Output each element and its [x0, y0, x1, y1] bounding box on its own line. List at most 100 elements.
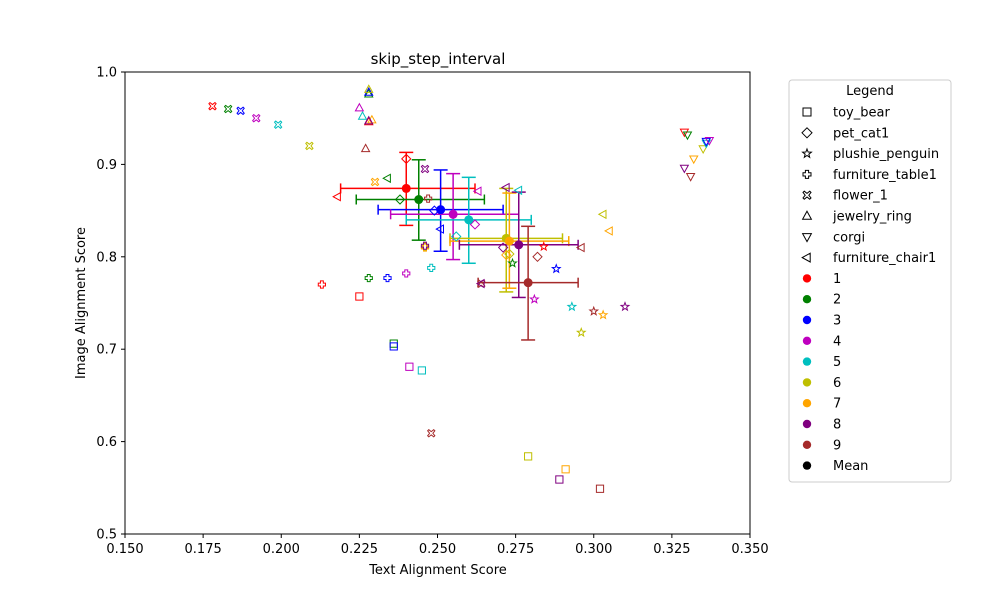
y-tick-label: 0.9 — [96, 158, 117, 173]
data-points — [208, 84, 715, 493]
legend-label-pet_cat1: pet_cat1 — [833, 126, 889, 141]
x-tick-label: 0.300 — [575, 542, 612, 557]
point-plushie_penguin-5 — [566, 301, 578, 312]
point-corgi-9 — [685, 173, 696, 182]
point-pet_cat1-6 — [504, 248, 515, 260]
y-tick-label: 0.7 — [96, 343, 117, 358]
point-flower_1-1 — [208, 101, 217, 111]
point-pet_cat1-9 — [532, 251, 543, 263]
point-jewelry_ring-3 — [363, 86, 374, 96]
legend-label-4: 4 — [833, 334, 841, 349]
legend-marker-pet_cat1 — [801, 127, 813, 139]
mean-point-5 — [464, 215, 474, 225]
legend-swatch-3 — [802, 315, 812, 325]
point-furniture_chair1-9 — [575, 242, 585, 253]
x-tick-label: 0.175 — [185, 542, 222, 557]
y-tick-label: 0.8 — [96, 250, 117, 265]
point-plushie_penguin-6 — [575, 326, 587, 338]
legend-label-jewelry_ring: jewelry_ring — [832, 210, 912, 225]
x-tick-label: 0.350 — [731, 542, 768, 557]
legend-swatch-9 — [802, 440, 812, 449]
mean-point-1 — [401, 183, 411, 193]
point-corgi-4 — [704, 136, 715, 146]
legend-swatch-7 — [802, 399, 812, 408]
point-furniture_chair1-5 — [513, 185, 523, 196]
legend-marker-furniture_chair1 — [801, 252, 811, 263]
point-pet_cat1-7 — [501, 249, 512, 261]
legend-label-3: 3 — [833, 314, 841, 329]
legend-label-5: 5 — [833, 355, 841, 370]
mean-point-2 — [414, 195, 424, 205]
point-jewelry_ring-5 — [357, 110, 368, 120]
point-toy_bear-2 — [389, 339, 398, 348]
point-jewelry_ring-8 — [363, 115, 374, 125]
legend-marker-toy_bear — [802, 107, 812, 117]
x-tick-label: 0.200 — [263, 542, 300, 557]
point-jewelry_ring-4 — [354, 102, 365, 112]
legend-marker-jewelry_ring — [801, 210, 813, 220]
point-flower_1-6 — [305, 141, 314, 151]
legend-label-1: 1 — [833, 272, 841, 287]
y-axis-label: Image Alignment Score — [74, 227, 89, 379]
legend-swatch-1 — [802, 274, 812, 283]
point-furniture_table1-2 — [364, 273, 373, 283]
point-furniture_table1-9 — [424, 194, 433, 203]
point-plushie_penguin-7 — [597, 309, 609, 320]
point-corgi-2 — [682, 131, 693, 141]
x-tick-label: 0.150 — [106, 542, 143, 557]
point-furniture_table1-1 — [317, 280, 326, 289]
legend-label-toy_bear: toy_bear — [833, 106, 890, 121]
legend-marker-plushie_penguin — [801, 147, 813, 159]
point-toy_bear-4 — [405, 362, 414, 371]
point-furniture_chair1-7 — [604, 226, 613, 236]
point-toy_bear-3 — [389, 342, 398, 351]
point-flower_1-5 — [273, 120, 283, 129]
legend-label-plushie_penguin: plushie_penguin — [833, 147, 939, 162]
point-furniture_chair1-8 — [500, 182, 510, 193]
legend-swatch-8 — [802, 419, 812, 429]
plot-frame — [124, 71, 751, 535]
x-axis-label: Text Alignment Score — [368, 563, 507, 578]
point-toy_bear-7 — [561, 465, 570, 474]
point-flower_1-7 — [370, 177, 380, 187]
mean-points — [401, 183, 533, 288]
point-toy_bear-5 — [417, 366, 426, 375]
point-flower_1-3 — [236, 106, 245, 116]
chart-title: skip_step_interval — [371, 50, 506, 69]
point-plushie_penguin-8 — [619, 301, 631, 312]
legend-label-6: 6 — [833, 376, 841, 391]
point-furniture_table1-5 — [427, 263, 436, 272]
legend-label-furniture_table1: furniture_table1 — [833, 168, 937, 183]
point-jewelry_ring-2 — [363, 88, 374, 98]
point-plushie_penguin-1 — [538, 241, 550, 252]
legend-marker-flower_1 — [802, 190, 812, 200]
y-tick-label: 1.0 — [96, 66, 117, 81]
legend-marker-corgi — [801, 233, 813, 243]
legend-label-2: 2 — [833, 293, 841, 308]
legend-label-8: 8 — [833, 418, 841, 433]
point-corgi-8 — [679, 164, 690, 174]
point-jewelry_ring-9 — [360, 143, 371, 153]
legend: Legend toy_bear pet_cat1 plushie_penguinfur… — [788, 79, 952, 483]
point-furniture_table1-8 — [420, 241, 430, 250]
legend-swatch-4 — [802, 336, 812, 345]
point-pet_cat1-1 — [401, 153, 412, 165]
point-pet_cat1-2 — [394, 194, 406, 205]
mean-point-9 — [523, 278, 533, 288]
legend-label-9: 9 — [833, 438, 841, 453]
point-toy_bear-9 — [595, 484, 605, 493]
point-corgi-6 — [698, 145, 708, 155]
point-furniture_chair1-2 — [382, 173, 391, 184]
point-furniture_chair1-8 — [475, 278, 485, 289]
axes: 0.150 0.175 0.200 0.225 0.250 0.275 0.300 0.325… — [96, 66, 768, 558]
legend-label-7: 7 — [833, 397, 841, 412]
point-flower_1-8 — [420, 164, 430, 174]
point-pet_cat1-4 — [469, 219, 481, 230]
legend-label-furniture_chair1: furniture_chair1 — [833, 251, 936, 266]
point-flower_1-9 — [426, 429, 436, 438]
legend-label-flower_1: flower_1 — [833, 189, 888, 204]
x-tick-label: 0.325 — [653, 542, 690, 557]
point-furniture_chair1-3 — [435, 224, 445, 234]
point-plushie_penguin-2 — [507, 257, 518, 268]
